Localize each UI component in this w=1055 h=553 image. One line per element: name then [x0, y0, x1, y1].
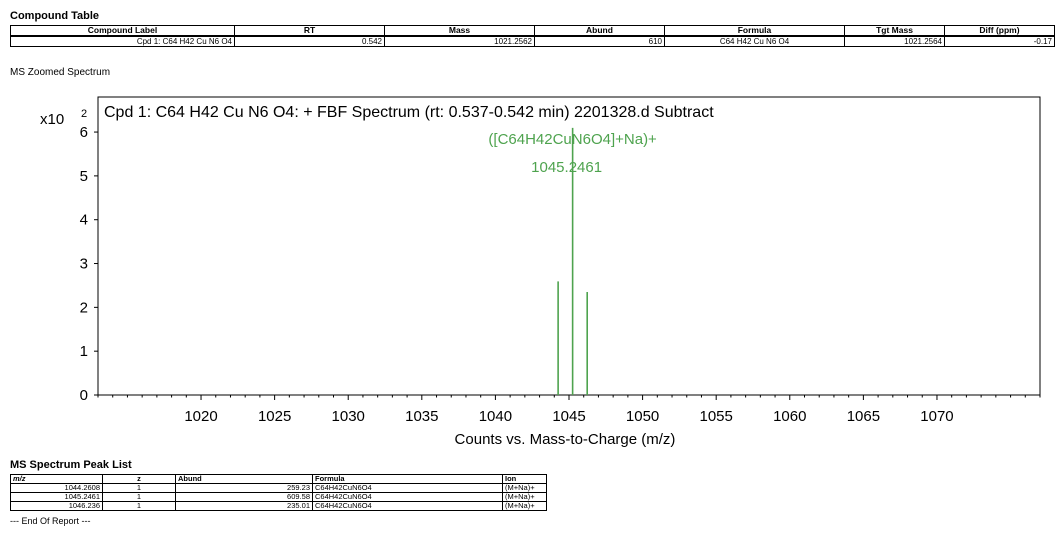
y-tick-label: 1	[80, 343, 88, 360]
peak-annotation-mz: 1045.2461	[531, 159, 602, 176]
table-row: 1046.236 1 235.01 C64H42CuN6O4 (M+Na)+	[10, 501, 547, 511]
compound-table: Compound Label RT Mass Abund Formula Tgt…	[10, 25, 1055, 47]
cell-abund: 235.01	[175, 501, 313, 511]
y-tick-label: 3	[80, 256, 88, 273]
cell-formula: C64H42CuN6O4	[312, 492, 503, 502]
cell-z: 1	[102, 501, 176, 511]
x-tick-label: 1055	[700, 408, 733, 425]
cell-tgt-mass: 1021.2564	[844, 36, 945, 47]
cell-mz: 1045.2461	[10, 492, 103, 502]
chart-title: Cpd 1: C64 H42 Cu N6 O4: + FBF Spectrum …	[104, 104, 714, 121]
cell-ion: (M+Na)+	[502, 483, 547, 493]
column-header-ion: Ion	[502, 474, 547, 484]
table-row: Cpd 1: C64 H42 Cu N6 O4 0.542 1021.2562 …	[10, 36, 1055, 47]
cell-ion: (M+Na)+	[502, 492, 547, 502]
column-header-compound-label: Compound Label	[10, 25, 235, 37]
column-header-z: z	[102, 474, 176, 484]
cell-mz: 1044.2608	[10, 483, 103, 493]
column-header-abund: Abund	[534, 25, 665, 37]
y-tick-label: 6	[80, 124, 88, 141]
compound-table-header-row: Compound Label RT Mass Abund Formula Tgt…	[10, 25, 1055, 37]
column-header-mz: m/z	[10, 474, 103, 484]
peak-list-title: MS Spectrum Peak List	[10, 459, 132, 471]
cell-diff-ppm: -0.17	[944, 36, 1055, 47]
column-header-tgt-mass: Tgt Mass	[844, 25, 945, 37]
y-tick-label: 5	[80, 168, 88, 185]
cell-abund: 609.58	[175, 492, 313, 502]
peak-annotation-ion: ([C64H42CuN6O4]+Na)+	[488, 131, 657, 148]
table-row: 1044.2608 1 259.23 C64H42CuN6O4 (M+Na)+	[10, 483, 547, 493]
x-tick-label: 1070	[920, 408, 953, 425]
end-of-report: --- End Of Report ---	[10, 516, 91, 526]
x-tick-label: 1065	[847, 408, 880, 425]
table-row: 1045.2461 1 609.58 C64H42CuN6O4 (M+Na)+	[10, 492, 547, 502]
x-tick-label: 1030	[332, 408, 365, 425]
compound-table-title: Compound Table	[10, 10, 100, 22]
cell-z: 1	[102, 483, 176, 493]
peak-list-table: m/z z Abund Formula Ion 1044.2608 1 259.…	[10, 474, 547, 511]
cell-compound-label: Cpd 1: C64 H42 Cu N6 O4	[10, 36, 235, 47]
y-multiplier-label: x10	[40, 111, 64, 128]
column-header-diff-ppm: Diff (ppm)	[944, 25, 1055, 37]
cell-ion: (M+Na)+	[502, 501, 547, 511]
column-header-abund: Abund	[175, 474, 313, 484]
x-axis-label: Counts vs. Mass-to-Charge (m/z)	[455, 431, 676, 448]
y-tick-label: 0	[80, 387, 88, 404]
cell-formula: C64H42CuN6O4	[312, 501, 503, 511]
x-tick-label: 1060	[773, 408, 806, 425]
column-header-formula: Formula	[664, 25, 845, 37]
cell-z: 1	[102, 492, 176, 502]
x-tick-label: 1025	[258, 408, 291, 425]
y-tick-label: 4	[80, 212, 88, 229]
x-tick-label: 1040	[479, 408, 512, 425]
y-axis: 0 1 2 3 4 5 6	[80, 124, 98, 404]
x-tick-label: 1035	[405, 408, 438, 425]
y-tick-label: 2	[80, 299, 88, 316]
column-header-mass: Mass	[384, 25, 535, 37]
x-axis: 1020 1025 1030 1035 1040 1045 1050 1055 1060 1065…	[97, 395, 1041, 425]
column-header-formula: Formula	[312, 474, 503, 484]
y-multiplier-exponent: 2	[81, 108, 87, 120]
x-tick-label: 1050	[626, 408, 659, 425]
peak-series	[557, 127, 588, 395]
cell-rt: 0.542	[234, 36, 385, 47]
peak-list-header-row: m/z z Abund Formula Ion	[10, 474, 547, 484]
cell-mz: 1046.236	[10, 501, 103, 511]
cell-mass: 1021.2562	[384, 36, 535, 47]
ms-spectrum-chart: Cpd 1: C64 H42 Cu N6 O4: + FBF Spectrum …	[40, 96, 1041, 448]
cell-abund: 610	[534, 36, 665, 47]
spectrum-section-label: MS Zoomed Spectrum	[10, 67, 111, 78]
column-header-rt: RT	[234, 25, 385, 37]
cell-formula: C64 H42 Cu N6 O4	[664, 36, 845, 47]
cell-abund: 259.23	[175, 483, 313, 493]
cell-formula: C64H42CuN6O4	[312, 483, 503, 493]
x-tick-label: 1045	[552, 408, 585, 425]
x-tick-label: 1020	[184, 408, 217, 425]
